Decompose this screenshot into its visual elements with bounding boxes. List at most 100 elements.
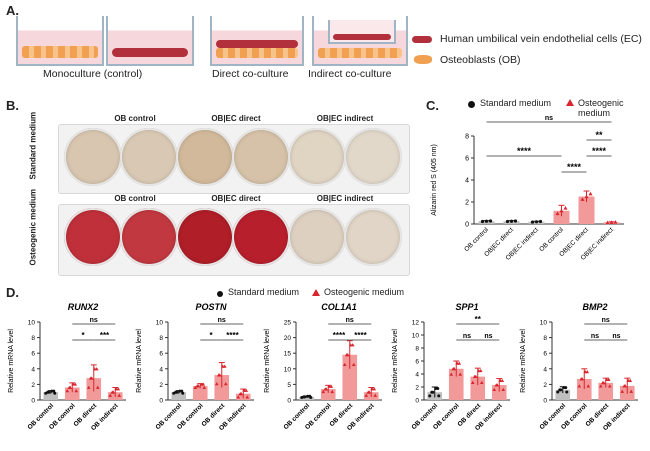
data-point bbox=[67, 385, 72, 389]
significance-label: ** bbox=[595, 130, 603, 140]
data-point bbox=[613, 220, 618, 224]
data-point bbox=[222, 364, 227, 368]
y-tick-label: 4 bbox=[415, 372, 419, 379]
data-point bbox=[600, 381, 605, 385]
data-point bbox=[494, 383, 499, 387]
ob-legend-label: Osteoblasts (OB) bbox=[440, 54, 521, 66]
data-point bbox=[579, 377, 584, 381]
y-tick-label: 8 bbox=[465, 134, 469, 141]
ec-layer bbox=[112, 48, 188, 57]
data-point bbox=[436, 387, 440, 391]
y-tick-label: 15 bbox=[284, 351, 292, 358]
y-axis-label: Alizarin red S (405 nm) bbox=[431, 144, 438, 216]
col-title-indirect-2: OB|EC indirect bbox=[316, 194, 374, 203]
data-point bbox=[622, 384, 627, 388]
chart-title: RUNX2 bbox=[68, 302, 99, 312]
significance-label: ns bbox=[218, 317, 226, 324]
bar bbox=[320, 389, 336, 400]
data-point bbox=[372, 387, 377, 391]
bar bbox=[171, 392, 187, 400]
well-standard-2 bbox=[120, 128, 178, 186]
data-point bbox=[556, 390, 560, 394]
y-tick-label: 0 bbox=[543, 398, 547, 405]
data-point bbox=[538, 219, 543, 224]
y-tick-label: 10 bbox=[412, 333, 420, 340]
y-axis-label: Relative mRNA level bbox=[392, 329, 399, 393]
well-osteogenic-2 bbox=[120, 208, 178, 266]
data-point bbox=[586, 384, 591, 388]
ob-layer-direct bbox=[216, 48, 298, 58]
y-tick-label: 6 bbox=[31, 351, 35, 358]
data-point bbox=[598, 384, 603, 388]
well-standard-5 bbox=[288, 128, 346, 186]
bar bbox=[555, 389, 571, 400]
significance-label: ns bbox=[602, 317, 610, 324]
chart-title: COL1A1 bbox=[321, 302, 357, 312]
data-point bbox=[513, 219, 518, 223]
data-point bbox=[329, 384, 334, 388]
data-point bbox=[180, 389, 184, 393]
data-point bbox=[110, 390, 115, 394]
legend-d-standard-label: Standard medium bbox=[228, 287, 300, 297]
data-point bbox=[330, 389, 335, 394]
y-tick-label: 0 bbox=[465, 222, 469, 229]
y-axis-label: Relative mRNA level bbox=[8, 329, 15, 393]
data-point bbox=[449, 372, 454, 376]
data-point bbox=[564, 386, 568, 390]
significance-label: ns bbox=[90, 317, 98, 324]
data-point bbox=[563, 206, 568, 210]
y-tick-label: 10 bbox=[156, 320, 164, 327]
col-title-ob-control: OB control bbox=[114, 114, 156, 123]
data-point bbox=[108, 393, 113, 397]
y-tick-label: 4 bbox=[159, 366, 163, 373]
data-point bbox=[195, 384, 200, 388]
col-title-ob-control-2: OB control bbox=[114, 194, 156, 203]
bar bbox=[578, 196, 595, 224]
data-point bbox=[605, 220, 610, 225]
data-point bbox=[437, 394, 441, 398]
data-point bbox=[308, 394, 312, 398]
data-point bbox=[577, 384, 582, 388]
panel-b-letter: B. bbox=[6, 98, 19, 113]
data-point bbox=[609, 220, 614, 224]
data-point bbox=[565, 390, 569, 394]
ec-legend-swatch bbox=[412, 36, 432, 43]
data-point bbox=[451, 367, 456, 371]
data-point bbox=[223, 381, 228, 386]
row-title-osteogenic: Osteogenic medium bbox=[28, 189, 38, 266]
y-tick-label: 6 bbox=[159, 351, 163, 358]
y-tick-label: 0 bbox=[31, 398, 35, 405]
y-tick-label: 10 bbox=[28, 320, 36, 327]
well-osteogenic-1 bbox=[64, 208, 122, 266]
significance-label: **** bbox=[517, 146, 532, 156]
y-tick-label: 0 bbox=[415, 398, 419, 405]
y-tick-label: 2 bbox=[31, 382, 35, 389]
data-point bbox=[478, 368, 483, 373]
y-tick-label: 2 bbox=[465, 200, 469, 207]
y-tick-label: 4 bbox=[465, 178, 469, 185]
caption-direct: Direct co-culture bbox=[212, 68, 289, 80]
significance-label: ns bbox=[612, 333, 620, 340]
y-tick-label: 10 bbox=[540, 320, 548, 327]
significance-label: ns bbox=[463, 333, 471, 340]
y-tick-label: 25 bbox=[284, 320, 292, 327]
data-point bbox=[470, 380, 475, 384]
significance-label: * bbox=[209, 331, 213, 340]
significance-label: ns bbox=[591, 333, 599, 340]
legend-d-standard-marker bbox=[217, 291, 223, 297]
data-point bbox=[628, 378, 633, 382]
ec-layer-direct bbox=[216, 40, 298, 48]
panel-c-letter: C. bbox=[426, 98, 439, 113]
data-point bbox=[457, 361, 462, 365]
y-tick-label: 4 bbox=[31, 366, 35, 373]
y-axis-label: Relative mRNA level bbox=[136, 329, 143, 393]
data-point bbox=[479, 380, 484, 384]
row-title-standard: Standard medium bbox=[28, 111, 38, 180]
data-point bbox=[46, 390, 50, 394]
y-tick-label: 2 bbox=[159, 382, 163, 389]
data-point bbox=[480, 219, 485, 224]
data-point bbox=[74, 388, 79, 393]
data-point bbox=[214, 381, 219, 386]
bar bbox=[43, 392, 59, 400]
